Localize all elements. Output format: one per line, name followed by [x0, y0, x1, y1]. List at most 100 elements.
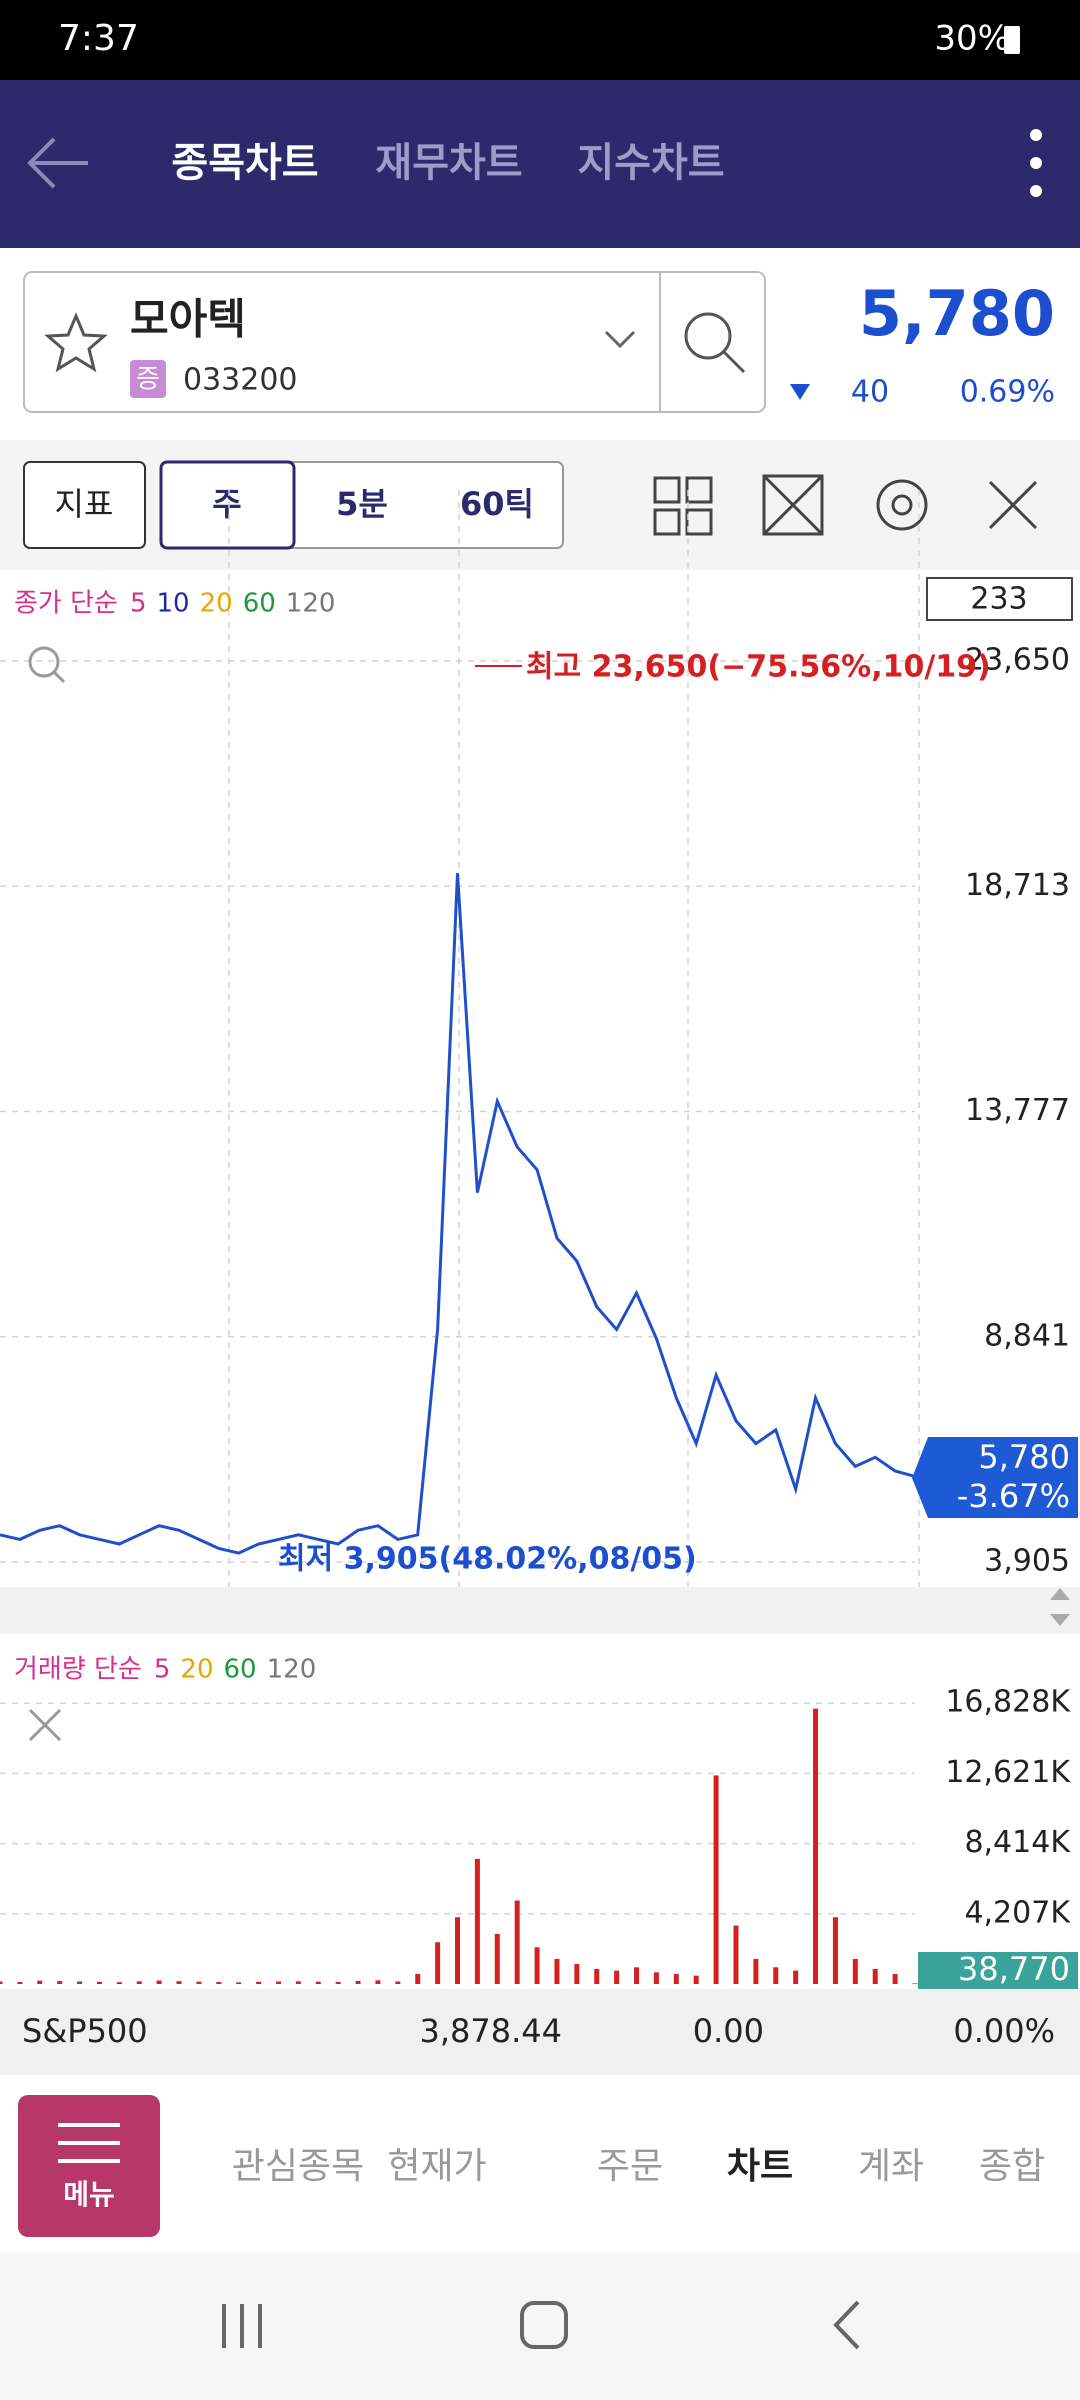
- down-arrow: [790, 384, 810, 400]
- volume-bar: [892, 1973, 898, 1984]
- volume-bar: [435, 1942, 441, 1984]
- last-volume-label: 38,770: [958, 1950, 1070, 1988]
- nav-item[interactable]: 계좌: [858, 2146, 924, 2187]
- menu-button[interactable]: [18, 2095, 160, 2237]
- period-label[interactable]: 5분: [336, 485, 388, 523]
- volume-bar: [634, 1967, 640, 1984]
- period-button-active[interactable]: [159, 460, 296, 550]
- search-button[interactable]: [684, 312, 746, 374]
- settings-button[interactable]: [876, 479, 928, 531]
- close-volume[interactable]: [28, 1708, 62, 1742]
- legend-item: 10: [157, 589, 190, 619]
- volume-bar: [216, 1981, 222, 1984]
- nav-item[interactable]: 주문: [597, 2146, 663, 2187]
- volume-bar: [355, 1980, 361, 1984]
- layout-button[interactable]: [653, 476, 713, 536]
- date-axis: [0, 1587, 1080, 1634]
- price-line: [0, 873, 916, 1555]
- volume-bar: [733, 1925, 739, 1984]
- expand-button[interactable]: [762, 474, 824, 536]
- volume-bar: [375, 1980, 381, 1984]
- battery-level: 30%: [934, 19, 1010, 59]
- high-label: 최고 23,650(−75.56%,10/19): [526, 650, 991, 685]
- legend-title: 거래량 단순: [14, 1655, 142, 1685]
- legend-item: 5: [154, 1655, 171, 1685]
- volume-bar: [614, 1970, 620, 1984]
- volume-bar: [395, 1981, 401, 1984]
- current-change-label: -3.67%: [957, 1477, 1070, 1515]
- back-button[interactable]: [27, 137, 88, 189]
- legend-item: 20: [200, 589, 233, 619]
- volume-bar: [514, 1900, 520, 1984]
- status-bar: [0, 0, 1080, 80]
- legend-item: 60: [243, 589, 276, 619]
- low-label: 최저 3,905(48.02%,08/05): [278, 1542, 697, 1577]
- nav-item[interactable]: 관심종목: [232, 2146, 364, 2187]
- candle-count-box: [926, 577, 1073, 621]
- tab-active[interactable]: 종목차트: [171, 140, 318, 186]
- menu-label: 메뉴: [63, 2178, 115, 2211]
- nav-item[interactable]: 차트: [727, 2146, 793, 2187]
- recents-button[interactable]: [222, 2304, 262, 2348]
- nav-item[interactable]: 현재가: [387, 2146, 486, 2187]
- volume-bar: [832, 1917, 838, 1984]
- stock-name: 모아텍: [130, 295, 246, 344]
- stock-box[interactable]: [23, 271, 766, 413]
- volume-bar: [474, 1858, 480, 1984]
- volume-bar: [912, 1983, 918, 1984]
- legend-title: 종가 단순: [14, 589, 118, 619]
- volume-bar: [335, 1981, 341, 1984]
- market-label: 증: [136, 365, 160, 395]
- tab[interactable]: 지수차트: [577, 140, 724, 186]
- volume-bar: [295, 1981, 301, 1984]
- volume-bar: [96, 1981, 102, 1984]
- nav-item[interactable]: 종합: [979, 2146, 1045, 2187]
- home-button[interactable]: [520, 2301, 568, 2349]
- volume-bar: [455, 1917, 460, 1984]
- status-time: 7:37: [58, 18, 139, 59]
- volume-bar: [176, 1981, 182, 1984]
- ticker-name: S&P500: [22, 2012, 148, 2050]
- ticker-bar: [0, 1989, 1080, 2075]
- dropdown[interactable]: [604, 330, 636, 349]
- legend-item: 5: [130, 589, 147, 619]
- volume-bar: [77, 1981, 83, 1984]
- more-menu[interactable]: [1030, 129, 1042, 197]
- tab[interactable]: 재무차트: [375, 140, 522, 186]
- period-label[interactable]: 주: [212, 485, 241, 523]
- volume-bar: [852, 1958, 858, 1984]
- y-tick-label: 13,777: [965, 1093, 1070, 1128]
- volume-bar: [116, 1982, 122, 1984]
- y-tick-label: 16,828K: [945, 1685, 1071, 1720]
- nav-items: 관심종목 현재가 주문 차트 계좌 종합: [232, 2146, 1045, 2187]
- ticker-value: 3,878.44: [420, 2012, 563, 2050]
- back-nav-button[interactable]: [833, 2300, 860, 2350]
- volume-chart-plot: 4,207K 8,414K 12,621K 16,828K 거래량 단순 5 20 60 120…: [0, 1655, 1078, 1989]
- volume-bar: [57, 1980, 63, 1984]
- legend-item: 120: [267, 1655, 317, 1685]
- volume-bar: [872, 1968, 878, 1984]
- volume-bar: [653, 1972, 659, 1984]
- scroll-arrows[interactable]: [1050, 1588, 1070, 1626]
- indicator-label: 지표: [55, 485, 114, 523]
- current-price: 5,780: [859, 277, 1055, 350]
- y-tick-label: 8,414K: [964, 1825, 1071, 1860]
- legend-item: 60: [224, 1655, 257, 1685]
- indicator-button[interactable]: [23, 461, 146, 549]
- volume-bar: [554, 1958, 560, 1984]
- tools-button[interactable]: [988, 480, 1038, 530]
- volume-bar: [17, 1981, 23, 1984]
- zoom-button[interactable]: [28, 646, 66, 684]
- system-nav: [0, 2252, 1080, 2400]
- legend-item: 20: [180, 1655, 213, 1685]
- legend-item: 120: [286, 589, 336, 619]
- volume-bar: [136, 1981, 142, 1984]
- volume-bar: [196, 1981, 202, 1984]
- change-rate: 0.69%: [960, 375, 1055, 410]
- current-price-box: [912, 1437, 1078, 1518]
- y-tick-label: 12,621K: [945, 1755, 1071, 1790]
- favorite-star[interactable]: [44, 312, 108, 373]
- period-label[interactable]: 60틱: [460, 485, 534, 523]
